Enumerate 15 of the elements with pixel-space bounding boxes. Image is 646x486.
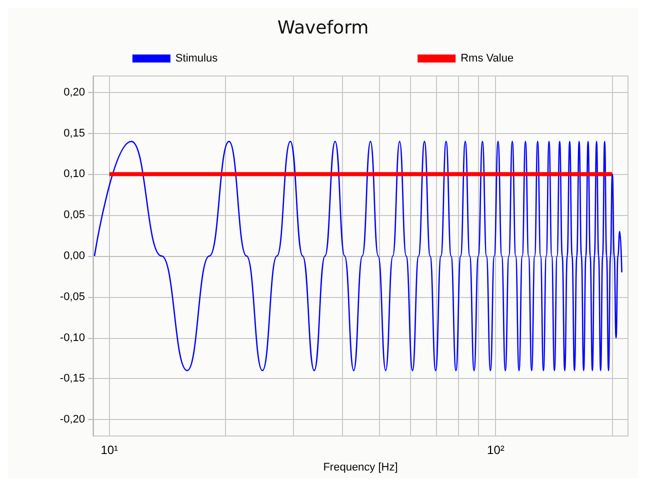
chart-title: Waveform [277,18,369,38]
legend-label: Stimulus [175,52,218,64]
x-tick-label: 10¹ [100,443,118,457]
legend-label: Rms Value [460,52,514,64]
y-tick-label: 0,10 [64,168,85,180]
y-tick-label: 0,00 [64,250,85,262]
y-tick-label: -0,15 [60,372,85,385]
y-tick-label: -0,10 [60,332,85,344]
x-tick-label: 10² [487,443,504,457]
y-tick-label: 0,20 [64,86,85,98]
y-tick-label: -0,20 [60,414,85,426]
y-tick-label: 0,15 [64,127,85,140]
x-axis-title: Frequency [Hz] [323,462,398,474]
y-tick-label: -0,05 [60,290,85,303]
y-tick-label: 0,05 [64,209,85,222]
